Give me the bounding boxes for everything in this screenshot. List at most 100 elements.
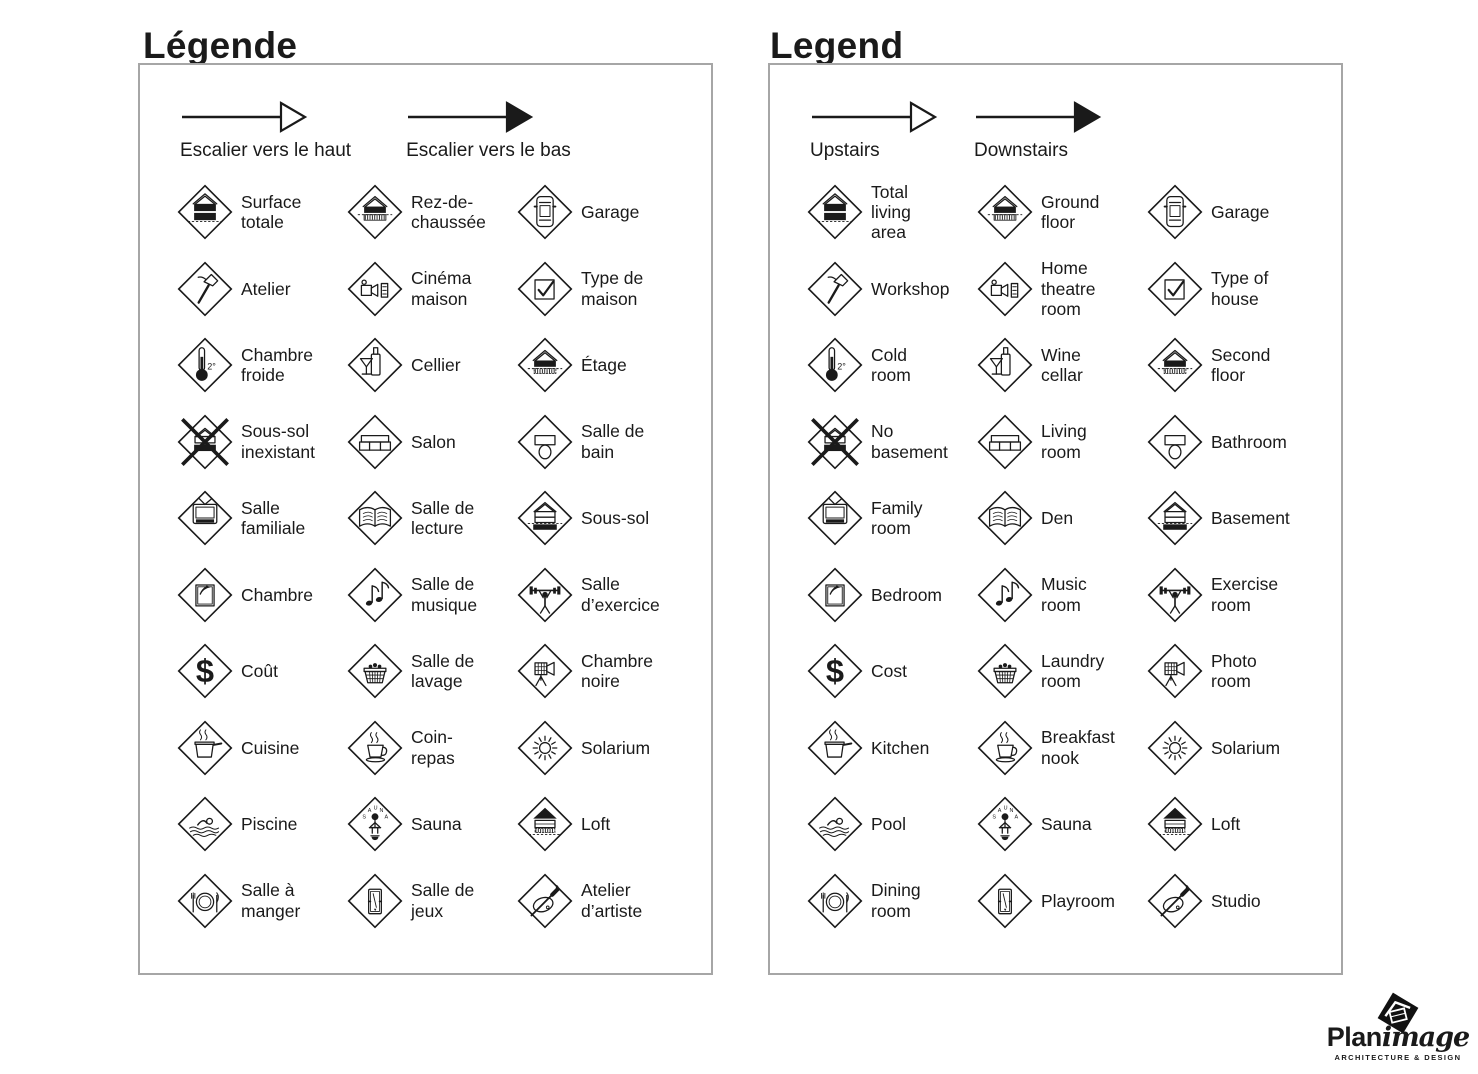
legend-item-label: Laundry room (1041, 650, 1105, 692)
stairs-down-legend: Downstairs (974, 99, 1102, 162)
home-theatre-icon (976, 260, 1034, 318)
legend-item-bathroom: Salle de bain (516, 404, 681, 481)
legend-item-label: Sauna (411, 814, 462, 835)
no-basement-icon (806, 413, 864, 471)
legend-grid-fr: Surface totale Rez-de- chaussée Garage Atel… (140, 162, 711, 939)
legend-item-label: Salon (411, 431, 456, 452)
legend-item-label: Piscine (241, 814, 298, 835)
stairs-down-legend: Escalier vers le bas (406, 99, 571, 162)
total-living-area-icon (806, 183, 864, 241)
legend-item-bedroom: Chambre (176, 557, 346, 634)
legend-panel-fr: Escalier vers le haut Escalier vers le b… (138, 63, 713, 975)
legend-item-label: Workshop (871, 278, 950, 299)
legend-item-label: Solarium (1211, 737, 1281, 758)
legend-item-label: Bathroom (1211, 431, 1287, 452)
legend-item-label: Salle de musique (411, 574, 478, 615)
legend-title-en: Legend (770, 24, 904, 66)
legend-item-label: Sauna (1041, 814, 1092, 835)
breakfast-nook-icon (976, 719, 1034, 777)
legend-item-label: Loft (581, 814, 611, 835)
cost-icon: $ (176, 642, 234, 700)
legend-item-garage: Garage (1146, 174, 1311, 251)
svg-text:S: S (992, 815, 996, 821)
legend-title-fr: Légende (143, 24, 298, 66)
legend-item-label: Dining room (871, 880, 921, 921)
legend-item-sauna: S A U N A Sauna (976, 786, 1146, 863)
svg-text:A: A (998, 808, 1002, 814)
legend-item-home-theatre: Home theatre room (976, 251, 1146, 328)
photo-room-icon (516, 642, 574, 700)
legend-item-studio: Atelier d’artiste (516, 863, 681, 940)
legend-item-label: Chambre froide (241, 344, 313, 386)
family-room-icon (806, 489, 864, 547)
svg-text:N: N (1010, 808, 1014, 814)
legend-item-label: Exercise room (1211, 574, 1279, 615)
legend-item-family-room: Salle familiale (176, 480, 346, 557)
music-room-icon (346, 566, 404, 624)
bathroom-icon (516, 413, 574, 471)
legend-item-workshop: Atelier (176, 251, 346, 328)
legend-item-label: No basement (871, 421, 948, 462)
legend-item-label: Type of house (1211, 268, 1269, 309)
ground-floor-icon (976, 183, 1034, 241)
legend-item-living-room: Salon (346, 404, 516, 481)
legend-item-kitchen: Cuisine (176, 710, 346, 787)
exercise-room-icon (1146, 566, 1204, 624)
svg-text:S: S (362, 815, 366, 821)
legend-item-ground-floor: Ground floor (976, 174, 1146, 251)
legend-item-label: Bedroom (871, 584, 943, 605)
loft-icon (516, 795, 574, 853)
legend-item-photo-room: Chambre noire (516, 633, 681, 710)
legend-item-label: Sous-sol inexistant (241, 421, 315, 462)
legend-grid-en: Total living area Ground floor Garage Works… (770, 162, 1341, 939)
legend-item-label: Atelier (241, 278, 291, 299)
stairs-down-label: Downstairs (974, 140, 1068, 161)
legend-item-label: Ground floor (1041, 191, 1100, 233)
legend-item-kitchen: Kitchen (806, 710, 976, 787)
legend-item-no-basement: No basement (806, 404, 976, 481)
stairs-arrow-row: Upstairs Downstairs (770, 65, 1341, 162)
legend-item-living-room: Living room (976, 404, 1146, 481)
no-basement-icon (176, 413, 234, 471)
stairs-up-arrow-icon (812, 101, 938, 133)
stairs-up-legend: Upstairs (810, 99, 938, 162)
stairs-down-arrow-icon (976, 101, 1102, 133)
legend-item-label: Total living area (871, 181, 911, 243)
legend-item-label: Cost (871, 661, 907, 682)
total-living-area-icon (176, 183, 234, 241)
home-theatre-icon (346, 260, 404, 318)
legend-item-label: Breakfast nook (1041, 727, 1115, 768)
legend-item-label: Garage (1211, 202, 1270, 223)
stairs-up-label: Escalier vers le haut (180, 140, 352, 161)
legend-item-loft: Loft (516, 786, 681, 863)
music-room-icon (976, 566, 1034, 624)
legend-item-second-floor: Second floor (1146, 327, 1311, 404)
den-icon (346, 489, 404, 547)
legend-item-label: Second floor (1211, 344, 1271, 386)
legend-item-dining-room: Dining room (806, 863, 976, 940)
legend-item-label: Cold room (871, 344, 911, 386)
cold-room-icon: 2° (176, 336, 234, 394)
legend-item-label: Coût (241, 661, 278, 682)
legend-item-label: Playroom (1041, 890, 1115, 911)
type-of-house-icon (516, 260, 574, 318)
legend-item-basement: Sous-sol (516, 480, 681, 557)
legend-item-label: Étage (581, 355, 627, 376)
legend-item-label: Home theatre room (1041, 258, 1096, 319)
legend-item-label: Basement (1211, 508, 1290, 529)
bathroom-icon (1146, 413, 1204, 471)
legend-item-playroom: Playroom (976, 863, 1146, 940)
type-of-house-icon (1146, 260, 1204, 318)
solarium-icon (1146, 719, 1204, 777)
stairs-up-label: Upstairs (810, 140, 880, 161)
svg-text:$: $ (826, 652, 844, 689)
legend-item-dining-room: Salle à manger (176, 863, 346, 940)
garage-icon (516, 183, 574, 241)
legend-item-type-of-house: Type de maison (516, 251, 681, 328)
legend-item-label: Photo room (1211, 650, 1257, 692)
legend-item-label: Salle à manger (241, 880, 301, 921)
dining-room-icon (806, 872, 864, 930)
legend-item-solarium: Solarium (1146, 710, 1311, 787)
svg-text:2°: 2° (207, 362, 216, 372)
